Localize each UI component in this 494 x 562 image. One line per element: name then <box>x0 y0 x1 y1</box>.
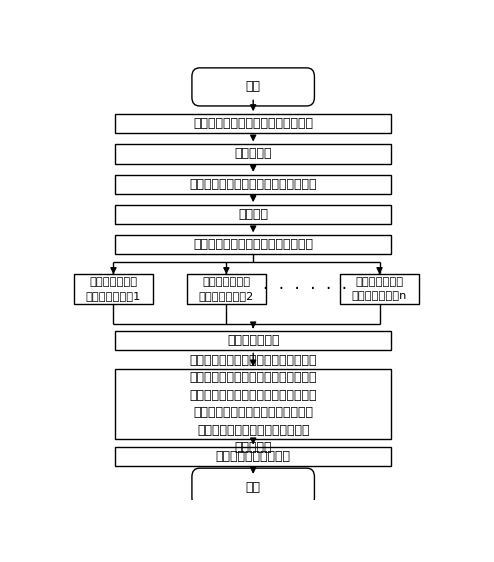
Text: 图像预处理: 图像预处理 <box>235 147 272 161</box>
Bar <box>115 235 391 255</box>
FancyBboxPatch shape <box>192 468 314 506</box>
Bar <box>115 205 391 224</box>
Text: 边缘检测: 边缘检测 <box>238 208 268 221</box>
Text: 开始: 开始 <box>246 80 261 93</box>
Text: 对图像中的多个仪表表盘进行定位标记: 对图像中的多个仪表表盘进行定位标记 <box>189 178 317 191</box>
Bar <box>115 114 391 133</box>
Text: 对只含有单一仪表表盘的图像进行跳跃
式扫描，重复搜索表盘中的点，并对该
点的连通域分析，直到找到的点的连通
域符合指针特征，则该点为指针上的
点，该连通域即为指: 对只含有单一仪表表盘的图像进行跳跃 式扫描，重复搜索表盘中的点，并对该 点的连通… <box>189 354 317 454</box>
Text: 采集含有多个指针式仪表信息的图像: 采集含有多个指针式仪表信息的图像 <box>193 117 313 130</box>
FancyBboxPatch shape <box>192 68 314 106</box>
Text: 判定识别仪表指针读数: 判定识别仪表指针读数 <box>216 450 290 464</box>
Text: 只含有单一指针
仪表表盘的图像2: 只含有单一指针 仪表表盘的图像2 <box>199 277 254 301</box>
Bar <box>115 369 391 439</box>
Text: 对图像中多个指针式仪表表盘的分割: 对图像中多个指针式仪表表盘的分割 <box>193 238 313 251</box>
Bar <box>115 175 391 194</box>
Bar <box>115 447 391 466</box>
Text: 结束: 结束 <box>246 481 261 493</box>
Text: 数学形态学滤波: 数学形态学滤波 <box>227 334 280 347</box>
Bar <box>115 144 391 164</box>
Bar <box>115 332 391 351</box>
Text: 只含有单一指针
仪表表盘的图像1: 只含有单一指针 仪表表盘的图像1 <box>86 277 141 301</box>
Bar <box>187 274 266 303</box>
Bar <box>74 274 153 303</box>
Bar <box>340 274 419 303</box>
Text: ·  ·  ·  ·  ·  ·: · · · · · · <box>263 280 347 298</box>
Text: 只含有单一指针
仪表表盘的图像n: 只含有单一指针 仪表表盘的图像n <box>352 277 407 301</box>
